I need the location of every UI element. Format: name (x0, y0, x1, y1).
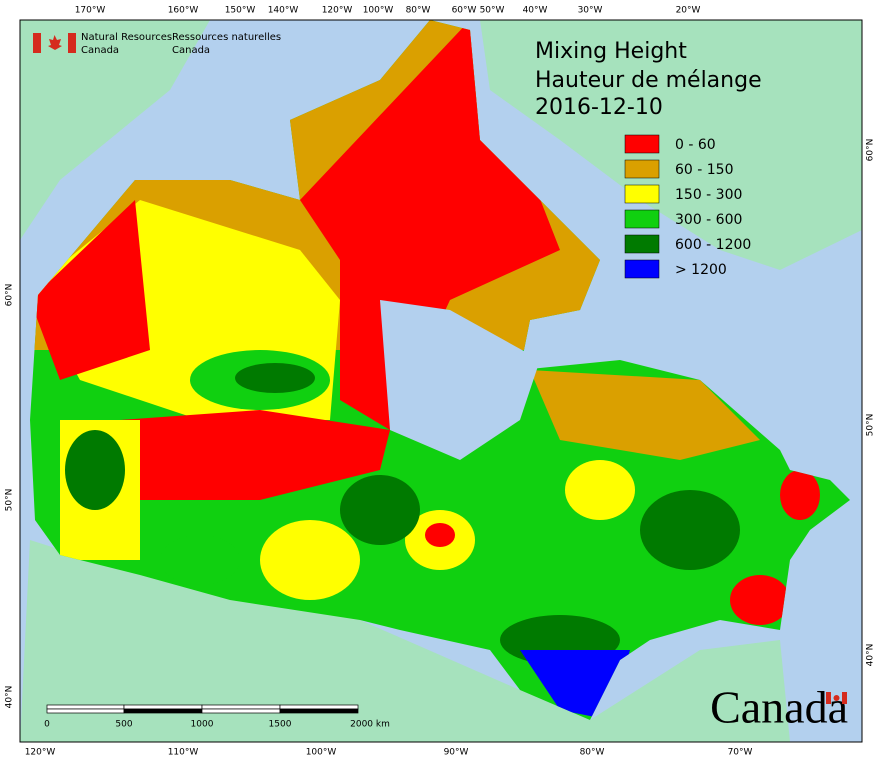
greenland (480, 20, 862, 270)
legend-label: 150 - 300 (675, 187, 742, 203)
wordmark-flag (826, 692, 847, 704)
top-longitude-label: 20°W (676, 6, 701, 16)
date: 2016-12-10 (535, 95, 663, 120)
scale-segment (46, 708, 125, 714)
legend-label: 600 - 1200 (675, 237, 751, 253)
org-fr: Ressources naturelles (172, 32, 281, 43)
top-longitude-label: 30°W (578, 6, 603, 16)
scale-segment (201, 708, 281, 714)
scale-label: 2000 km (350, 720, 390, 730)
left-latitude-label: 50°N (5, 489, 15, 512)
legend-swatch (624, 134, 660, 154)
title: Mixing Height (535, 39, 687, 64)
scale-label: 1000 (191, 720, 214, 730)
scale-segment (201, 704, 281, 710)
top-longitude-label: 100°W (363, 6, 394, 16)
scale-segment (46, 704, 125, 710)
bottom-longitude-label: 100°W (306, 748, 337, 758)
scale-label: 0 (44, 720, 50, 730)
legend-label: > 1200 (675, 262, 727, 278)
frame (19, 19, 863, 743)
org-en: Canada (81, 45, 119, 56)
top-longitude-label: 150°W (225, 6, 256, 16)
legend-swatch (624, 184, 660, 204)
legend-label: 300 - 600 (675, 212, 742, 228)
org-en: Natural Resources (81, 32, 172, 43)
right-latitude-label: 40°N (866, 644, 876, 667)
scale-segment (123, 708, 203, 714)
legend-swatch (624, 209, 660, 229)
logo (33, 33, 76, 53)
org-fr: Canada (172, 45, 210, 56)
scale-segment (279, 708, 359, 714)
wordmark: Canada (710, 682, 848, 733)
right-latitude-label: 50°N (866, 414, 876, 437)
top-longitude-label: 80°W (406, 6, 431, 16)
alaska (20, 20, 210, 240)
bottom-longitude-label: 120°W (25, 748, 56, 758)
bottom-longitude-label: 80°W (580, 748, 605, 758)
legend-swatch (624, 259, 660, 279)
scale-bar: 0 500 1000 1500 2000 km (44, 704, 390, 730)
top-longitude-label: 170°W (75, 6, 106, 16)
scale-label: 500 (115, 720, 132, 730)
scale-segment (123, 704, 203, 710)
top-longitude-label: 50°W (480, 6, 505, 16)
bottom-longitude-label: 90°W (444, 748, 469, 758)
legend-label: 60 - 150 (675, 162, 734, 178)
top-longitude-label: 60°W (452, 6, 477, 16)
graticule-labels: 170°W 160°W 150°W 140°W 120°W 100°W 80°W 60°W 50… (5, 6, 876, 758)
subtitle: Hauteur de mélange (535, 68, 762, 93)
left-latitude-label: 60°N (5, 284, 15, 307)
scale-segment (279, 704, 359, 710)
right-latitude-label: 60°N (866, 139, 876, 162)
legend-label: 0 - 60 (675, 137, 716, 153)
top-longitude-label: 160°W (168, 6, 199, 16)
legend: 0 - 60 60 - 150 150 - 300 300 - 600 600 - 12… (624, 134, 751, 279)
legend-swatch (624, 234, 660, 254)
scale-label: 1500 (269, 720, 292, 730)
bottom-longitude-label: 110°W (168, 748, 199, 758)
legend-swatch (624, 159, 660, 179)
hudson-bay (380, 300, 540, 460)
top-longitude-label: 40°W (523, 6, 548, 16)
bottom-longitude-label: 70°W (728, 748, 753, 758)
top-longitude-label: 120°W (322, 6, 353, 16)
left-latitude-label: 40°N (5, 686, 15, 709)
top-longitude-label: 140°W (268, 6, 299, 16)
